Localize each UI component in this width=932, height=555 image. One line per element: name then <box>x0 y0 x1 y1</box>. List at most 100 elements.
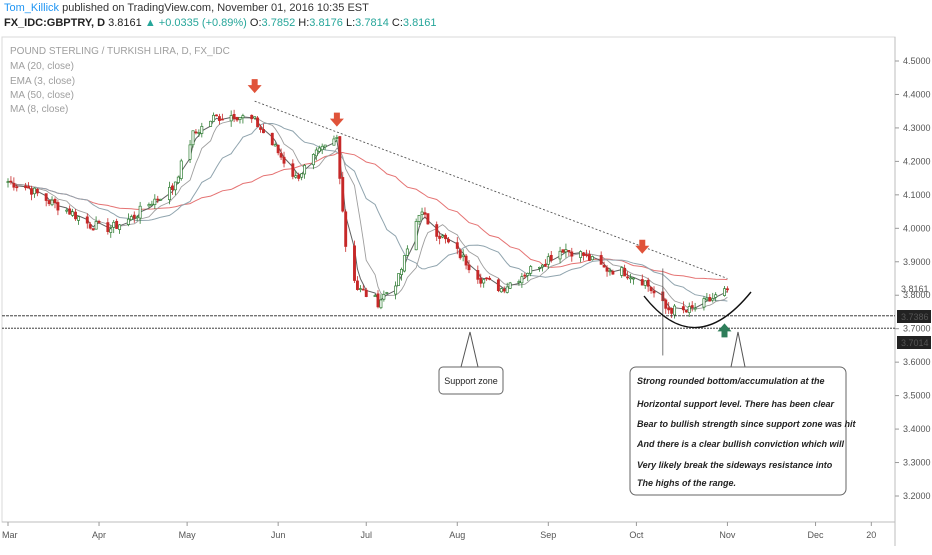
legend-ma50[interactable]: MA (50, close) <box>10 90 74 101</box>
candle-body <box>56 202 60 211</box>
candle-body <box>529 266 533 274</box>
time-tick-label: Apr <box>92 530 106 540</box>
arrow-down-icon <box>329 112 344 127</box>
candle-body <box>217 116 221 121</box>
candle-body <box>44 193 48 201</box>
candle-body <box>15 186 19 189</box>
candle-body <box>170 185 174 190</box>
note-line-5: Very likely break the sideways resistanc… <box>637 460 833 470</box>
price-tick-label: 3.2000 <box>903 491 931 501</box>
candle-body <box>376 293 380 308</box>
candle-body <box>358 288 362 290</box>
candle-body <box>135 216 139 219</box>
candle-body <box>632 277 635 280</box>
candle-body <box>394 285 398 295</box>
candle-body <box>215 114 218 117</box>
candle-body <box>229 115 233 122</box>
support-zone-callout[interactable]: Support zone <box>438 331 504 395</box>
candle-body <box>97 221 101 223</box>
candle-body <box>88 224 92 229</box>
candle-body <box>646 280 650 287</box>
candle-body <box>115 220 119 229</box>
symbol-label: FX_IDC:GBPTRY, D <box>4 17 106 29</box>
price-tick-label: 3.7000 <box>903 324 931 334</box>
time-tick-label: 20 <box>866 530 876 540</box>
candles <box>6 109 729 319</box>
time-tick-label: Jul <box>360 530 372 540</box>
price-tick-label: 3.5000 <box>903 391 931 401</box>
candle-body <box>673 305 677 316</box>
candle-body <box>6 181 10 183</box>
candle-body <box>335 137 339 139</box>
candle-body <box>567 249 571 252</box>
candle-body <box>667 307 671 311</box>
candle-body <box>85 216 89 224</box>
candle-body <box>191 130 195 146</box>
candle-body <box>476 270 480 280</box>
publish-header: Tom_Killick published on TradingView.com… <box>4 2 369 14</box>
published-text: published on TradingView.com, November 0… <box>62 2 369 14</box>
candle-body <box>438 235 442 239</box>
candle-body <box>397 273 400 286</box>
candle-body <box>561 249 565 253</box>
current-price-label: 3.8161 <box>901 284 929 294</box>
legend-ma8[interactable]: MA (8, close) <box>10 104 68 115</box>
candle-body <box>564 249 568 253</box>
low-label: L: <box>345 17 356 29</box>
candle-body <box>579 251 583 258</box>
candle-body <box>262 129 265 134</box>
candle-body <box>53 198 57 204</box>
time-tick-label: Mar <box>2 530 18 540</box>
candle-body <box>499 288 503 293</box>
candle-body <box>441 235 445 238</box>
candle-body <box>585 254 588 256</box>
note-line-6: The highs of the range. <box>637 478 736 488</box>
arrow-down-icon <box>635 239 650 254</box>
candle-body <box>626 276 630 279</box>
ma8-line <box>7 117 728 310</box>
price-tick-label: 4.4000 <box>903 89 931 99</box>
author-link[interactable]: Tom_Killick <box>4 2 60 14</box>
candle-body <box>168 186 171 201</box>
candle-body <box>426 213 430 225</box>
candle-body <box>188 144 192 160</box>
candle-body <box>282 156 286 164</box>
up-arrow-icon: ▲ <box>144 17 156 29</box>
candle-body <box>526 273 530 276</box>
chart-frame: POUND STERLING / TURKISH LIRA, D, FX_IDC… <box>0 36 932 550</box>
candle-body <box>129 216 133 221</box>
candle-body <box>620 267 624 276</box>
candle-body <box>508 282 512 289</box>
candle-body <box>253 116 257 119</box>
candle-body <box>338 136 342 179</box>
candle-body <box>250 114 254 120</box>
candle-body <box>461 254 465 258</box>
candle-body <box>629 277 632 280</box>
candle-body <box>232 113 236 120</box>
candle-body <box>599 255 603 265</box>
candle-body <box>153 198 157 205</box>
legend-ema3[interactable]: EMA (3, close) <box>10 76 75 87</box>
price-tick-label: 3.4000 <box>903 424 931 434</box>
price-chart[interactable]: POUND STERLING / TURKISH LIRA, D, FX_IDC… <box>0 36 932 550</box>
candle-body <box>47 200 51 205</box>
price-tick-label: 4.2000 <box>903 156 931 166</box>
high-value: 3.8176 <box>309 17 343 29</box>
candle-body <box>323 144 327 148</box>
candle-body <box>132 214 136 219</box>
level2-label: 3.7014 <box>901 338 929 348</box>
candle-body <box>608 270 612 273</box>
analysis-note-callout[interactable]: Strong rounded bottom/accumulation at th… <box>629 331 857 496</box>
candle-body <box>423 212 427 215</box>
markers <box>247 79 732 338</box>
candle-body <box>276 144 280 154</box>
candle-body <box>94 221 98 230</box>
price-axis-ticks: 4.5000 4.4000 4.3000 4.2000 4.1000 4.0000 3.90… <box>895 56 931 501</box>
legend-ma20[interactable]: MA (20, close) <box>10 61 74 72</box>
candle-body <box>300 173 304 178</box>
candle-body <box>279 153 283 158</box>
candle-body <box>447 238 450 243</box>
note-box <box>629 366 847 496</box>
candle-body <box>417 214 421 222</box>
candle-body <box>35 188 39 194</box>
